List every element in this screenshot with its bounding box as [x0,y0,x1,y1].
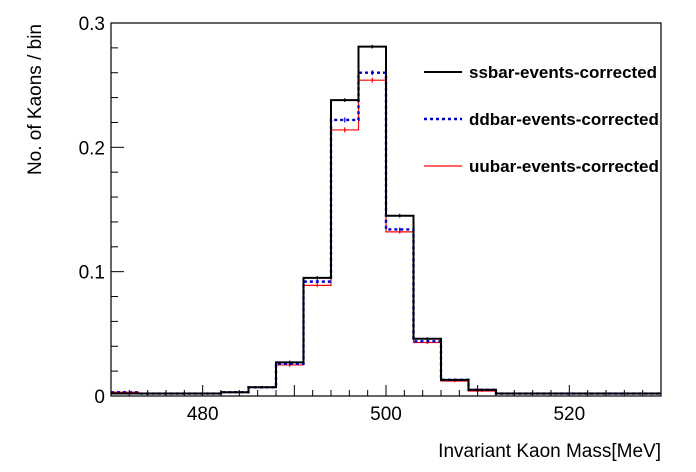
ticks-layer: 480 500 520 0 0.1 0.2 0.3 [79,14,644,425]
y-axis-title: No. of Kaons / bin [25,24,46,175]
x-tick-label: 480 [187,404,219,425]
x-tick-label: 500 [370,404,402,425]
y-tick-label: 0.3 [79,14,105,35]
y-tick-label: 0.1 [79,263,105,284]
y-tick-label: 0.2 [79,138,105,159]
legend-label-uubar-events-corrected: uubar-events-corrected [469,157,659,176]
legend-label-ssbar-events-corrected: ssbar-events-corrected [469,63,657,82]
legend-label-ddbar-events-corrected: ddbar-events-corrected [469,110,659,129]
y-tick-label: 0 [94,387,105,408]
x-tick-label: 520 [553,404,585,425]
x-axis-title: Invariant Kaon Mass[MeV] [438,441,661,462]
legend: ssbar-events-corrected ddbar-events-corre… [424,63,659,176]
